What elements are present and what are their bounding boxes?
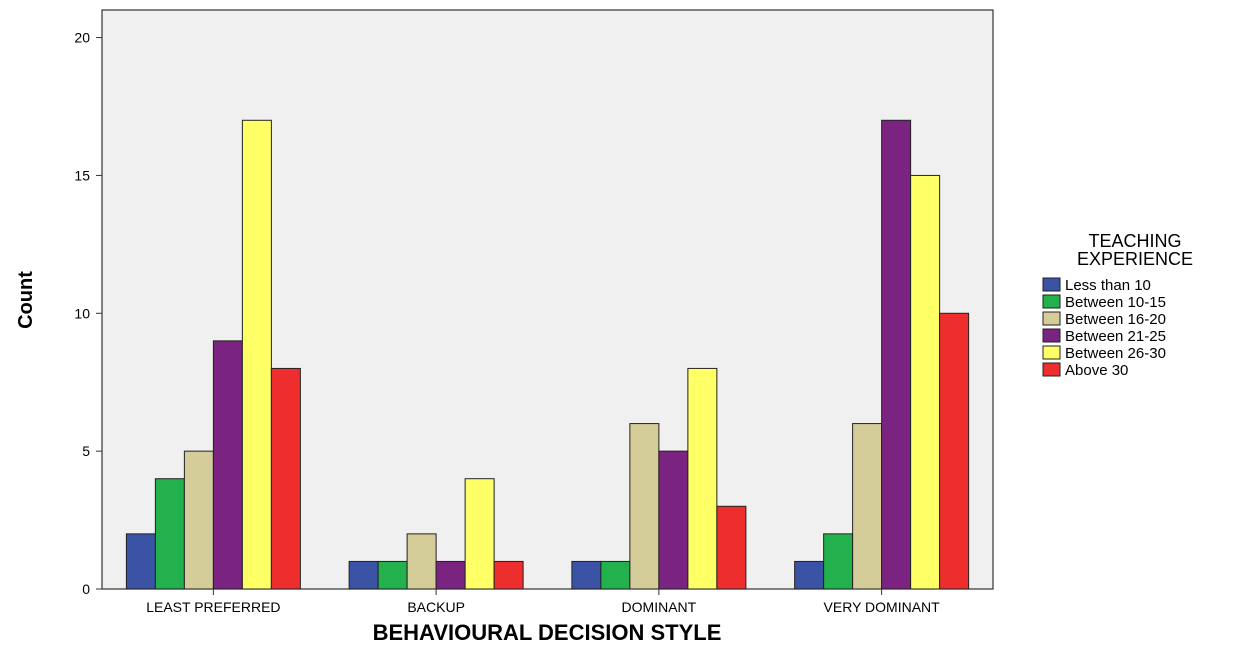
- x-axis-title: BEHAVIOURAL DECISION STYLE: [373, 620, 722, 645]
- legend-swatch: [1042, 294, 1061, 309]
- legend-swatch: [1042, 277, 1061, 292]
- legend-label: Between 16-20: [1065, 311, 1166, 328]
- bar: [125, 533, 156, 590]
- bar: [435, 560, 466, 590]
- legend-label: Between 21-25: [1065, 328, 1166, 345]
- y-tick-label: 10: [74, 305, 90, 321]
- bar: [377, 560, 408, 590]
- bar: [687, 367, 718, 590]
- legend-label: Above 30: [1065, 362, 1128, 379]
- bar: [270, 367, 301, 590]
- bar: [183, 450, 214, 590]
- bar: [852, 423, 883, 590]
- y-tick-label: 15: [74, 167, 90, 183]
- bar: [241, 119, 272, 590]
- bar: [154, 478, 185, 590]
- bar: [716, 505, 747, 590]
- legend-label: Between 26-30: [1065, 345, 1166, 362]
- bars-group: [125, 119, 970, 590]
- bar: [348, 560, 379, 590]
- legend-label: Between 10-15: [1065, 294, 1166, 311]
- legend-title-line-2: EXPERIENCE: [1077, 249, 1193, 269]
- y-tick-label: 20: [74, 30, 90, 46]
- bar: [212, 340, 243, 590]
- legend-label: Less than 10: [1065, 277, 1151, 294]
- x-axis: LEAST PREFERRED BACKUP DOMINANT VERY DOMINA…: [146, 589, 940, 615]
- bar: [493, 560, 524, 590]
- bar: [629, 423, 660, 590]
- bar: [406, 533, 437, 590]
- legend-swatch: [1042, 345, 1061, 360]
- x-tick-label: LEAST PREFERRED: [146, 599, 280, 615]
- bar: [939, 312, 970, 590]
- y-axis-title: Count: [15, 271, 37, 329]
- bar: [823, 533, 854, 590]
- legend-swatch: [1042, 362, 1061, 377]
- bar: [910, 174, 941, 590]
- bar: [600, 560, 631, 590]
- legend-title-line-1: TEACHING: [1088, 231, 1181, 251]
- x-tick-label: BACKUP: [407, 599, 465, 615]
- y-tick-label: 0: [82, 581, 90, 597]
- x-tick-label: VERY DOMINANT: [824, 599, 941, 615]
- bar: [658, 450, 689, 590]
- bar: [464, 478, 495, 590]
- legend-swatch: [1042, 328, 1061, 343]
- legend-swatch: [1042, 311, 1061, 326]
- bar: [571, 560, 602, 590]
- legend: TEACHING EXPERIENCE Less than 10Between …: [1042, 231, 1193, 379]
- x-tick-label: DOMINANT: [622, 599, 697, 615]
- bar: [881, 119, 912, 590]
- y-tick-label: 5: [82, 443, 90, 459]
- bar: [794, 560, 825, 590]
- y-axis: 0 5 10 15 20: [74, 30, 102, 597]
